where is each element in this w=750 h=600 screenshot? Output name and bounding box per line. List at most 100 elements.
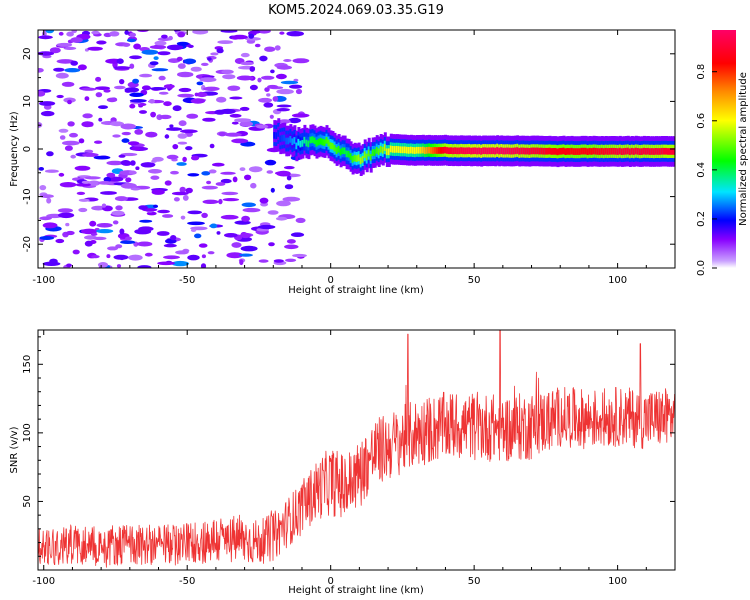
signal-cell (444, 146, 447, 154)
noise-blob (166, 127, 183, 131)
y-tick-label: 100 (22, 423, 33, 442)
noise-blob (140, 162, 156, 168)
noise-blob (91, 30, 100, 35)
signal-cell (377, 148, 381, 156)
signal-cell (528, 148, 532, 155)
noise-blob (222, 198, 240, 202)
signal-cell (580, 147, 584, 155)
y-tick-label: -20 (22, 236, 33, 252)
signal-cell (624, 147, 628, 155)
noise-blob (45, 30, 55, 34)
noise-blob (59, 135, 66, 140)
signal-cell (289, 136, 293, 143)
signal-cell (506, 147, 510, 155)
noise-blob (97, 181, 112, 185)
noise-blob (95, 76, 102, 82)
signal-cell (438, 147, 441, 154)
noise-blob (150, 111, 157, 118)
noise-blob (240, 52, 250, 58)
noise-blob (166, 154, 179, 160)
signal-cell (534, 147, 538, 155)
signal-cell (319, 137, 323, 145)
noise-blob (269, 114, 274, 119)
noise-blob (180, 215, 186, 220)
noise-blob (169, 124, 174, 128)
signal-cell (291, 138, 295, 146)
signal-cell (606, 148, 610, 155)
noise-blob (177, 141, 188, 145)
noise-blob (134, 129, 144, 135)
noise-blob (173, 197, 180, 202)
colorbar-tick-label: 0.0 (696, 260, 707, 276)
signal-cell (281, 134, 285, 142)
noise-blob (216, 231, 221, 235)
signal-cell (462, 147, 466, 155)
y-tick-label: 20 (22, 47, 33, 60)
noise-blob (176, 162, 187, 166)
noise-blob (129, 63, 135, 69)
noise-blob (58, 31, 64, 36)
noise-blob (129, 55, 142, 60)
signal-cell (335, 147, 339, 154)
signal-cell (279, 135, 283, 143)
noise-blob (128, 170, 137, 175)
noise-blob (121, 138, 130, 143)
signal-cell (434, 147, 437, 154)
noise-blob (231, 138, 249, 144)
signal-cell (425, 147, 429, 154)
noise-blob (209, 143, 215, 149)
signal-cell (516, 147, 520, 154)
signal-cell (417, 146, 421, 154)
noise-blob (229, 96, 243, 100)
signal-cell (620, 148, 624, 155)
noise-blob (64, 68, 81, 73)
signal-cell (556, 148, 560, 156)
noise-blob (239, 167, 246, 172)
noise-blob (137, 265, 152, 268)
noise-blob (185, 187, 193, 194)
x-tick-label: 0 (327, 275, 333, 286)
noise-blob (150, 175, 160, 180)
noise-blob (177, 31, 186, 38)
noise-blob (132, 78, 140, 84)
signal-cell (544, 147, 548, 155)
signal-cell (550, 148, 554, 155)
signal-cell (383, 144, 387, 151)
noise-blob (150, 87, 167, 91)
noise-blob (78, 207, 88, 213)
noise-blob (171, 260, 189, 267)
noise-blob (138, 226, 154, 232)
noise-blob (111, 210, 125, 216)
snr-series-line (38, 330, 675, 568)
signal-cell (566, 148, 570, 155)
signal-cell (413, 147, 417, 154)
signal-cell (522, 147, 526, 155)
signal-cell (329, 142, 333, 149)
noise-blob (291, 113, 310, 118)
noise-blob (96, 223, 113, 228)
signal-cell (478, 147, 482, 155)
noise-blob (236, 75, 254, 81)
noise-blob (148, 169, 162, 174)
signal-cell (295, 142, 299, 150)
signal-cell (317, 138, 321, 146)
noise-blob (120, 182, 137, 189)
noise-blob (84, 96, 90, 101)
signal-cell (542, 147, 546, 155)
signal-cell (640, 148, 644, 155)
signal-cell (590, 148, 594, 155)
signal-cell (604, 147, 608, 155)
noise-blob (56, 42, 73, 47)
noise-blob (162, 214, 174, 218)
noise-blob (229, 113, 242, 118)
noise-blob (282, 196, 301, 202)
noise-blob (284, 244, 299, 250)
spectrogram-y-label: Frequency (Hz) (9, 111, 20, 187)
noise-blob (39, 236, 55, 240)
noise-blob (82, 152, 99, 157)
signal-cell (464, 147, 468, 155)
noise-blob (274, 45, 281, 51)
signal-cell (389, 145, 393, 153)
y-tick-label: -10 (22, 188, 33, 204)
